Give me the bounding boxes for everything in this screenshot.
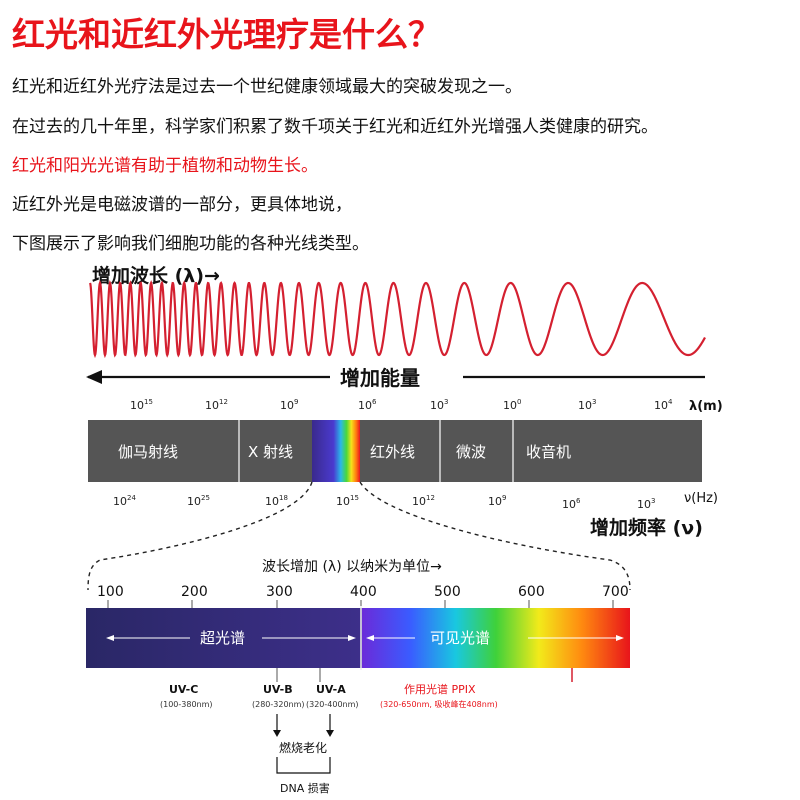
top-tick-1: 1015 [130,398,153,412]
visible-arrow-left-head [366,635,374,641]
intro-paragraph-4: 近红外光是电磁波谱的一部分，更具体地说， [12,195,352,215]
wavelength-wave [88,279,706,359]
nm-tick-200: 200 [181,584,208,600]
effect-dna-damage: DNA 损害 [280,781,330,795]
intro-paragraph-5: 下图展示了影响我们细胞功能的各种光线类型。 [12,234,369,254]
visible-label: 可见光谱 [430,629,490,647]
band-bg-right [360,420,702,482]
band-radio: 收音机 [526,443,571,461]
uva-name: UV-A [316,683,346,696]
nm-tick-600: 600 [518,584,545,600]
effect-bracket [276,757,331,774]
frequency-label: 增加频率 (ν) [590,516,703,539]
band-xray: X 射线 [248,443,293,461]
zoom-line-left [87,481,313,591]
top-tick-6: 100 [503,398,521,412]
action-spectrum-range: (320-650nm, 吸收峰在408nm) [380,699,498,709]
band-infrared: 红外线 [370,443,415,461]
uva-down-arrow-head [326,730,334,737]
nm-tick-300: 300 [266,584,293,600]
uvb-range: (280-320nm) [252,700,305,709]
nu-unit-label: ν(Hz) [684,491,718,506]
nm-tick-700: 700 [602,584,629,600]
top-tick-3: 109 [280,398,298,412]
effect-burn-aging: 燃烧老化 [279,740,327,755]
nm-tick-400: 400 [350,584,377,600]
bottom-tick-5: 1012 [412,494,435,508]
uvc-name: UV-C [169,683,198,696]
wavelength-label: 增加波长 (λ)→ [92,264,220,287]
band-microwave: 微波 [456,443,486,461]
band-gamma: 伽马射线 [118,443,178,461]
uv-label: 超光谱 [200,629,245,647]
bottom-tick-8: 103 [637,497,655,511]
uvb-down-arrow-head [273,730,281,737]
top-tick-8: 104 [654,398,673,412]
top-tick-2: 1012 [205,398,228,412]
energy-arrow-head [86,370,102,384]
lambda-unit-label: λ(m) [689,399,723,414]
bottom-tick-2: 1025 [187,494,210,508]
visible-strip [312,420,360,482]
bottom-tick-7: 106 [562,497,581,511]
zoom-line-right [359,481,631,591]
action-spectrum-name: 作用光谱 PPIX [404,682,476,696]
nm-label: 波长增加 (λ) 以纳米为单位→ [262,559,442,575]
uv-arrow-left-head [106,635,114,641]
bottom-tick-6: 109 [488,494,506,508]
intro-paragraph-1: 红光和近红外光疗法是过去一个世纪健康领域最大的突破发现之一。 [12,77,522,97]
intro-paragraph-3: 红光和阳光光谱有助于植物和动物生长。 [12,156,318,176]
uvc-range: (100-380nm) [160,700,213,709]
intro-paragraph-2: 在过去的几十年里，科学家们积累了数千项关于红光和近红外光增强人类健康的研究。 [12,117,658,137]
nm-tick-100: 100 [97,584,124,600]
uvb-name: UV-B [263,683,293,696]
bottom-tick-1: 1024 [113,494,136,508]
top-tick-7: 103 [578,398,596,412]
energy-label: 增加能量 [340,366,420,390]
page-title: 红光和近红外光理疗是什么？ [12,15,441,54]
band-bg-left [88,420,312,482]
uva-range: (320-400nm) [306,700,359,709]
nm-tick-500: 500 [434,584,461,600]
visible-arrow-right-head [616,635,624,641]
uv-arrow-right-head [348,635,356,641]
top-tick-4: 106 [358,398,377,412]
bottom-tick-4: 1015 [336,494,359,508]
top-tick-5: 103 [430,398,448,412]
bottom-tick-3: 1018 [265,494,288,508]
